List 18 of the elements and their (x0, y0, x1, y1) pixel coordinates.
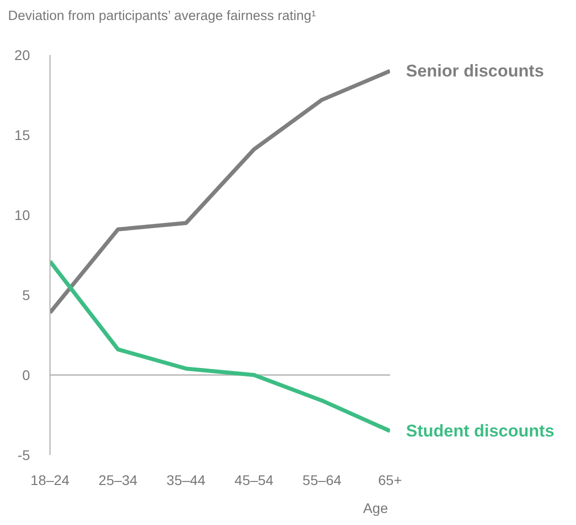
y-tick-label: 10 (14, 206, 30, 223)
y-tick-label: 0 (22, 366, 30, 383)
x-tick-label: 18–24 (30, 472, 70, 488)
x-tick-label: 25–34 (98, 472, 138, 488)
series-label: Student discounts (406, 422, 554, 440)
line-series (50, 69, 390, 315)
y-tick-label: -5 (18, 446, 30, 463)
x-tick-label: 45–54 (234, 472, 274, 488)
series-label: Senior discounts (406, 62, 544, 80)
line-series (50, 259, 390, 433)
x-tick-label: 55–64 (302, 472, 342, 488)
x-tick-label: 35–44 (166, 472, 206, 488)
chart-title: Deviation from participants’ average fairness rating¹ (8, 8, 316, 23)
y-tick-label: 20 (14, 46, 30, 63)
y-tick-label: 15 (14, 126, 30, 143)
x-tick-label: 65+ (378, 472, 402, 488)
x-axis-title: Age (363, 500, 388, 516)
y-tick-label: 5 (22, 286, 30, 303)
